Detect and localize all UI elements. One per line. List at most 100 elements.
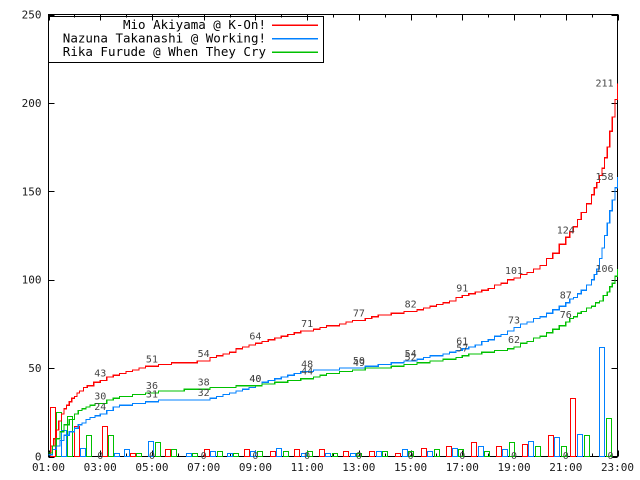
bar-red <box>50 407 56 457</box>
bar-red <box>165 449 171 457</box>
value-label: 71 <box>301 319 313 330</box>
value-label: 77 <box>353 308 365 319</box>
bar-red <box>471 442 477 457</box>
final-value-label: 158 <box>595 172 613 183</box>
bar-green <box>484 451 490 457</box>
y-tick-label: 100 <box>22 274 42 287</box>
legend-label: Nazuna Takanashi @ Working! <box>63 31 266 46</box>
legend-label: Mio Akiyama @ K-On! <box>123 17 266 32</box>
bar-blue <box>502 449 508 457</box>
value-label: 44 <box>301 367 313 378</box>
bar-blue <box>276 448 282 457</box>
bar-red <box>522 444 528 457</box>
bar-red <box>102 426 108 457</box>
bar-green <box>283 451 289 457</box>
bar-red <box>74 426 80 457</box>
value-label: 91 <box>456 284 468 295</box>
bar-green <box>434 449 440 457</box>
bar-red <box>270 451 276 457</box>
bar-red <box>395 453 401 457</box>
value-label: 82 <box>405 300 417 311</box>
bar-green <box>155 442 161 457</box>
bar-green <box>584 435 590 457</box>
bar-blue <box>599 347 605 457</box>
x-tick-label: 01:00 <box>32 461 65 474</box>
zero-mark: 0 <box>304 451 310 462</box>
bar-blue <box>186 453 192 457</box>
final-value-label: 106 <box>595 264 613 275</box>
bar-blue <box>250 451 256 457</box>
x-tick-label: 15:00 <box>394 461 427 474</box>
value-label: 57 <box>456 344 468 355</box>
bar-red <box>548 435 554 457</box>
x-tick-label: 07:00 <box>187 461 220 474</box>
bar-blue <box>528 441 534 457</box>
y-tick-label: 0 <box>35 451 42 464</box>
bar-red <box>343 451 349 457</box>
value-label: 40 <box>249 374 261 385</box>
bar-green <box>332 453 338 457</box>
bar-green <box>86 435 92 457</box>
bar-green <box>257 451 263 457</box>
series-line-1 <box>48 177 619 456</box>
bar-blue <box>402 449 408 457</box>
bar-blue <box>114 453 120 457</box>
x-tick-label: 17:00 <box>446 461 479 474</box>
bar-green <box>458 449 464 457</box>
bar-green <box>535 446 541 457</box>
bar-green <box>192 453 198 457</box>
bar-red <box>446 446 452 457</box>
bar-red <box>496 446 502 457</box>
bar-green <box>171 449 177 457</box>
value-label: 51 <box>146 354 158 365</box>
bar-blue <box>80 448 86 457</box>
bar-blue <box>350 453 356 457</box>
increment-bars <box>50 347 612 457</box>
value-label: 40 <box>249 374 261 385</box>
value-label: 24 <box>94 402 106 413</box>
value-label: 36 <box>146 381 158 392</box>
value-label: 87 <box>560 291 572 302</box>
x-tick-label: 23:00 <box>601 461 634 474</box>
legend-box <box>48 16 324 63</box>
bar-red <box>204 449 210 457</box>
y-tick-label: 50 <box>28 362 41 375</box>
bar-blue <box>124 449 130 457</box>
x-tick-label: 19:00 <box>497 461 530 474</box>
bar-green <box>408 451 414 457</box>
y-tick-label: 200 <box>22 97 42 110</box>
bar-blue <box>554 437 560 457</box>
value-label: 31 <box>146 390 158 401</box>
value-label: 54 <box>405 349 417 360</box>
bar-red <box>244 449 250 457</box>
value-label: 64 <box>249 331 261 342</box>
zero-mark: 0 <box>563 451 569 462</box>
bar-green <box>67 416 73 457</box>
zero-mark: 0 <box>252 451 258 462</box>
final-value-label: 211 <box>595 78 613 89</box>
value-label: 50 <box>353 356 365 367</box>
value-label: 124 <box>557 225 575 236</box>
zero-mark: 0 <box>459 451 465 462</box>
bar-red <box>294 449 300 457</box>
value-label: 32 <box>198 388 210 399</box>
bar-green <box>356 453 362 457</box>
value-label: 49 <box>353 358 365 369</box>
zero-mark: 0 <box>201 451 207 462</box>
bar-blue <box>301 453 307 457</box>
value-label: 43 <box>94 368 106 379</box>
bar-green <box>382 451 388 457</box>
bar-red <box>130 453 136 457</box>
bar-green <box>509 442 515 457</box>
zero-mark: 0 <box>607 451 613 462</box>
bar-blue <box>325 453 331 457</box>
value-label: 54 <box>198 349 210 360</box>
bar-blue <box>452 448 458 457</box>
value-label: 30 <box>94 391 106 402</box>
value-label: 48 <box>301 360 313 371</box>
zero-mark: 0 <box>149 451 155 462</box>
bar-green <box>108 435 114 457</box>
bar-green <box>307 451 313 457</box>
